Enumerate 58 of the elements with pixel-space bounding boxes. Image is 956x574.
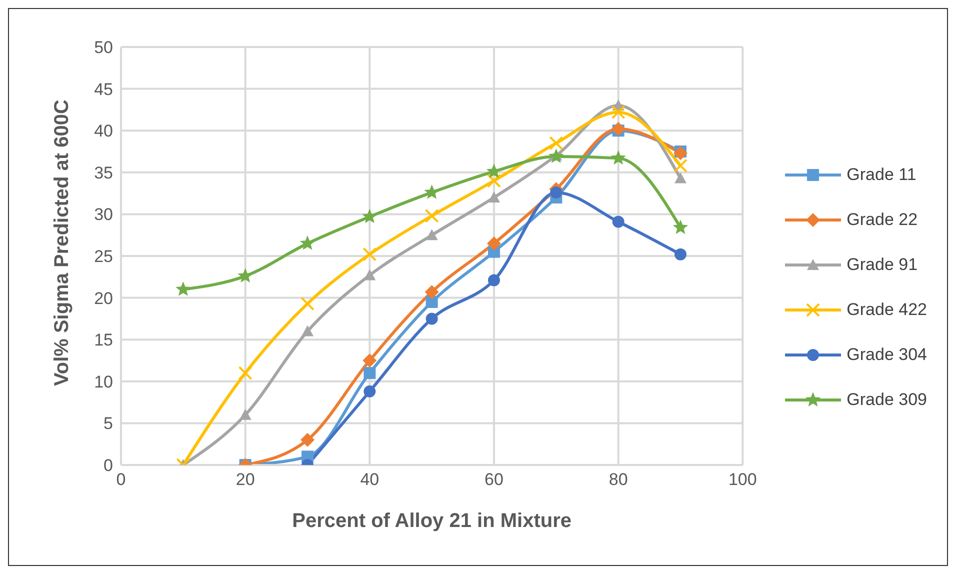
point <box>673 158 688 173</box>
x-axis-title: Percent of Alloy 21 in Mixture <box>292 510 572 532</box>
y-tick-label: 10 <box>94 372 113 392</box>
point <box>176 281 191 296</box>
point <box>674 248 686 260</box>
point <box>673 146 688 160</box>
point <box>300 235 316 250</box>
x-tick-label: 60 <box>484 470 504 490</box>
point <box>364 367 376 380</box>
point <box>362 354 377 368</box>
legend-label: Grade 309 <box>846 390 927 410</box>
x-tick-label: 100 <box>728 470 757 490</box>
legend-label: Grade 22 <box>846 210 918 230</box>
point <box>300 432 314 447</box>
y-tick-label: 40 <box>94 122 113 141</box>
point <box>488 274 500 286</box>
point <box>426 296 438 308</box>
point <box>362 208 378 224</box>
point <box>611 105 626 120</box>
y-tick-label: 30 <box>94 205 113 224</box>
point <box>672 220 688 234</box>
legend-label: Grade 91 <box>846 254 918 274</box>
point <box>239 408 252 420</box>
point <box>550 186 562 198</box>
point <box>486 236 501 250</box>
point <box>238 268 253 283</box>
legend-label: Grade 304 <box>846 344 927 364</box>
legend-label: Grade 422 <box>846 300 927 320</box>
point <box>610 150 626 165</box>
point <box>362 247 377 262</box>
y-tick-label: 15 <box>94 330 113 350</box>
y-tick-label: 45 <box>94 80 113 99</box>
point <box>549 136 564 150</box>
legend-label: Grade 11 <box>846 164 916 184</box>
point <box>301 325 314 336</box>
y-tick-label: 20 <box>94 288 113 308</box>
y-tick-label: 25 <box>94 247 113 266</box>
y-tick-label: 50 <box>94 38 113 58</box>
point <box>238 366 252 380</box>
point <box>300 296 314 311</box>
point <box>612 216 624 228</box>
point <box>488 191 500 202</box>
x-tick-label: 80 <box>608 470 628 490</box>
point <box>426 312 438 325</box>
x-tick-label: 20 <box>236 470 255 490</box>
x-tick-label: 0 <box>116 470 126 490</box>
y-tick-label: 5 <box>104 414 113 434</box>
point <box>611 122 626 136</box>
point <box>674 172 686 184</box>
point <box>486 174 501 188</box>
y-axis-title: Vol% Sigma Predicted at 600C <box>51 100 74 386</box>
x-tick-label: 40 <box>360 470 380 490</box>
y-tick-label: 35 <box>94 163 113 182</box>
point <box>424 208 439 223</box>
point <box>426 229 438 240</box>
y-tick-label: 0 <box>104 456 113 476</box>
point <box>424 284 439 299</box>
point <box>364 385 376 398</box>
